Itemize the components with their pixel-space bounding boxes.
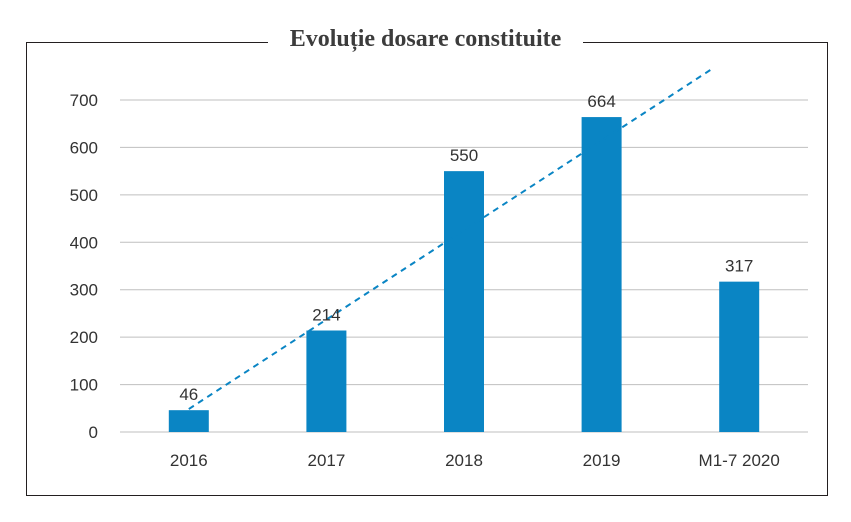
x-tick-label: M1-7 2020	[699, 451, 780, 470]
bar	[444, 171, 484, 432]
y-tick-label: 500	[70, 186, 98, 205]
x-tick-label: 2019	[583, 451, 621, 470]
y-tick-label: 700	[70, 91, 98, 110]
bar	[719, 281, 760, 432]
y-tick-label: 400	[70, 233, 98, 252]
data-label: 214	[312, 306, 340, 325]
chart-title: Evoluție dosare constituite	[267, 26, 584, 52]
x-tick-label: 2017	[307, 451, 345, 470]
data-label: 46	[179, 385, 198, 404]
y-tick-label: 600	[70, 138, 98, 157]
y-tick-labels: 0 100 200 300 400 500 600 700	[70, 91, 98, 442]
data-labels: 46 214 550 664 317	[179, 92, 753, 404]
y-tick-label: 0	[89, 423, 98, 442]
bar	[581, 117, 622, 433]
trendline-group	[188, 66, 715, 410]
x-tick-labels: 2016 2017 2018 2019 M1-7 2020	[170, 451, 780, 470]
bars	[168, 117, 760, 433]
x-tick-label: 2018	[445, 451, 483, 470]
y-tick-label: 300	[70, 281, 98, 300]
x-tick-label: 2016	[170, 451, 208, 470]
y-tick-label: 200	[70, 328, 98, 347]
bar	[168, 410, 209, 432]
data-label: 550	[450, 146, 478, 165]
data-label: 664	[587, 92, 615, 111]
y-tick-label: 100	[70, 376, 98, 395]
data-label: 317	[725, 257, 753, 276]
chart-title-wrap: Evoluție dosare constituite	[0, 26, 851, 53]
trendline	[188, 66, 715, 410]
bar	[306, 330, 347, 432]
